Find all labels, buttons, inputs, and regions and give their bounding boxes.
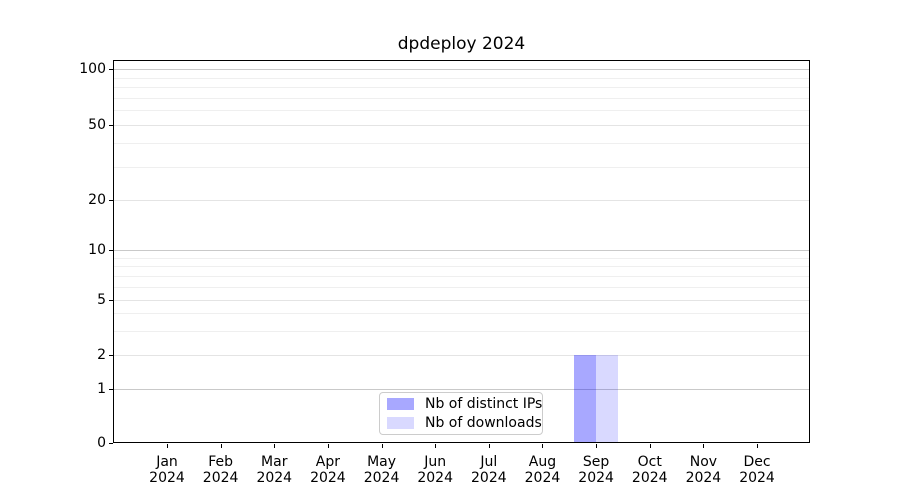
legend-label: Nb of distinct IPs: [425, 396, 543, 412]
x-tick-label: Nov 2024: [685, 454, 722, 486]
minor-gridline: [114, 330, 809, 332]
x-tick-mark: [167, 444, 168, 448]
y-tick-mark: [109, 200, 113, 201]
major-gridline: [114, 250, 809, 251]
x-tick-mark: [435, 444, 437, 448]
y-tick-mark: [109, 125, 113, 126]
x-tick-label: May 2024: [363, 454, 400, 486]
x-tick-label: Oct 2024: [631, 454, 668, 486]
legend-item: Nb of downloads: [387, 415, 542, 431]
minor-gridline: [114, 87, 809, 89]
x-tick-label: Jun 2024: [417, 454, 453, 486]
x-tick-mark: [757, 444, 759, 448]
minor-gridline: [114, 313, 809, 315]
y-tick-label: 100: [79, 61, 106, 77]
major-gridline: [114, 69, 809, 70]
x-tick-label: Feb 2024: [202, 454, 239, 486]
major-gridline: [114, 125, 809, 126]
x-tick-mark: [327, 444, 329, 448]
plot-area: [113, 60, 810, 443]
legend-swatch-icon: [387, 417, 414, 429]
legend-swatch-icon: [387, 398, 414, 410]
legend-label: Nb of downloads: [425, 415, 542, 431]
minor-gridline: [114, 266, 809, 268]
x-tick-label: Mar 2024: [256, 454, 293, 486]
y-tick-label: 20: [88, 192, 106, 208]
y-tick-mark: [109, 389, 113, 390]
y-tick-label: 2: [97, 347, 106, 363]
x-tick-mark: [220, 444, 222, 448]
bar-downloads: [596, 355, 619, 442]
x-tick-label: Apr 2024: [310, 454, 346, 486]
x-tick-mark: [596, 444, 598, 448]
major-gridline: [114, 355, 809, 356]
y-tick-mark: [109, 300, 113, 301]
y-tick-mark: [109, 69, 113, 70]
minor-gridline: [114, 97, 809, 99]
x-tick-mark: [542, 444, 544, 448]
minor-gridline: [114, 110, 809, 112]
x-tick-label: Dec 2024: [739, 454, 775, 486]
major-gridline: [114, 200, 809, 201]
bar-distinct-ips: [574, 355, 597, 442]
y-tick-label: 5: [97, 292, 106, 308]
x-tick-mark: [381, 444, 383, 448]
minor-gridline: [114, 257, 809, 259]
minor-gridline: [114, 143, 809, 145]
x-tick-label: Jul 2024: [471, 454, 507, 486]
chart-title: dpdeploy 2024: [397, 34, 526, 54]
major-gridline: [114, 300, 809, 301]
legend: Nb of distinct IPs Nb of downloads: [379, 392, 543, 435]
minor-gridline: [114, 275, 809, 277]
y-tick-mark: [109, 443, 113, 444]
major-gridline: [114, 389, 809, 390]
x-tick-mark: [274, 444, 276, 448]
y-tick-label: 10: [88, 242, 106, 258]
x-tick-label: Jan 2024: [149, 454, 185, 486]
x-tick-label: Aug 2024: [524, 454, 561, 486]
minor-gridline: [114, 77, 809, 79]
y-tick-label: 50: [88, 117, 106, 133]
y-tick-mark: [109, 250, 113, 251]
minor-gridline: [114, 286, 809, 288]
y-tick-mark: [109, 355, 113, 356]
x-tick-label: Sep 2024: [578, 454, 614, 486]
minor-gridline: [114, 166, 809, 168]
y-tick-label: 0: [97, 435, 106, 451]
legend-item: Nb of distinct IPs: [387, 396, 542, 412]
x-tick-mark: [703, 444, 705, 448]
y-tick-label: 1: [97, 381, 106, 397]
x-tick-mark: [488, 444, 490, 448]
x-tick-mark: [649, 444, 651, 448]
